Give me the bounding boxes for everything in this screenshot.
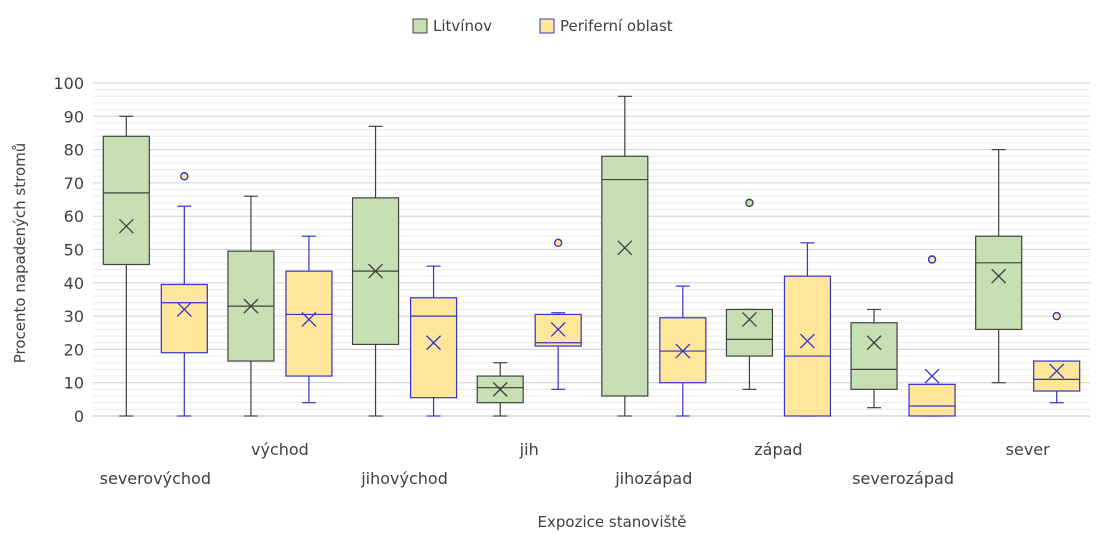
mean-marker <box>492 381 508 397</box>
box-litvinov <box>850 308 898 409</box>
y-tick-label: 10 <box>64 374 84 393</box>
box-body <box>908 383 956 417</box>
box-periferni-oblast <box>285 235 333 404</box>
x-category-label: severovýchod <box>100 469 211 488</box>
outlier-point <box>553 238 563 248</box>
box-body <box>850 322 898 390</box>
box-body <box>783 275 832 417</box>
box-periferni-oblast <box>534 238 582 390</box>
mean-marker <box>368 263 384 279</box>
y-tick-label: 20 <box>64 340 84 359</box>
mean-marker <box>866 335 882 351</box>
y-tick-label: 90 <box>64 107 84 126</box>
box-body <box>534 313 582 347</box>
y-tick-label: 40 <box>64 274 84 293</box>
mean-marker <box>426 335 442 351</box>
x-category-label: severozápad <box>852 469 954 488</box>
box-periferni-oblast <box>160 172 208 417</box>
x-category-label: sever <box>1006 440 1050 459</box>
x-axis-categories: severovýchod východ jihovýchod jih jihozápad… <box>100 440 1050 488</box>
box-periferni-oblast <box>783 242 832 417</box>
outlier-point <box>927 255 937 264</box>
x-category-label: jihozápad <box>614 469 692 488</box>
mean-marker <box>741 311 757 327</box>
y-tick-label: 70 <box>64 174 84 193</box>
mean-marker <box>799 333 815 349</box>
box-periferni-oblast <box>409 265 458 417</box>
y-tick-label: 80 <box>64 141 84 160</box>
box-periferni-oblast <box>1033 311 1081 404</box>
box-body <box>975 235 1023 331</box>
y-axis-title: Procento napadených stromů <box>11 143 29 364</box>
legend-swatch-periferni-oblast <box>539 18 555 34</box>
y-tick-label: 50 <box>64 241 84 260</box>
box-litvinov <box>975 149 1023 384</box>
y-tick-label: 100 <box>53 74 84 93</box>
x-category-label: východ <box>251 440 309 459</box>
box-body <box>601 155 649 397</box>
mean-marker <box>924 368 940 384</box>
x-category-label: jih <box>519 440 539 459</box>
y-tick-label: 30 <box>64 307 84 326</box>
legend-label-litvinov: Litvínov <box>433 17 492 35</box>
box-litvinov <box>102 115 150 417</box>
box-body <box>160 283 208 354</box>
legend-swatch-litvinov <box>412 18 428 34</box>
box-litvinov <box>476 362 524 417</box>
mean-marker <box>118 218 134 234</box>
outlier-point <box>1052 311 1061 321</box>
gridlines <box>93 82 1090 417</box>
y-tick-label: 60 <box>64 207 84 226</box>
mean-marker <box>243 298 259 314</box>
box-litvinov <box>601 95 649 417</box>
plot-area <box>102 95 1081 417</box>
mean-marker <box>617 240 633 256</box>
mean-marker <box>675 343 691 359</box>
outlier-point <box>180 172 189 181</box>
mean-marker <box>301 311 317 327</box>
box-body <box>725 308 774 357</box>
y-tick-label: 0 <box>74 407 84 426</box>
box-litvinov <box>725 198 774 390</box>
outlier-point <box>745 198 754 208</box>
legend: Litvínov Periferní oblast <box>412 17 673 35</box>
mean-marker <box>176 301 192 317</box>
mean-marker <box>1049 363 1065 379</box>
box-periferni-oblast <box>659 285 707 417</box>
y-axis-ticks: 0 10 20 30 40 50 60 70 80 90 100 <box>53 74 84 426</box>
box-body <box>285 270 333 377</box>
box-periferni-oblast <box>908 255 956 417</box>
mean-marker <box>991 268 1007 284</box>
box-litvinov <box>227 195 275 417</box>
box-litvinov <box>351 125 400 417</box>
box-body <box>1033 360 1081 392</box>
box-body <box>409 297 458 399</box>
mean-marker <box>550 321 566 337</box>
x-category-label: západ <box>754 440 802 459</box>
x-category-label: jihovýchod <box>360 469 448 488</box>
box-body <box>102 135 150 266</box>
legend-label-periferni-oblast: Periferní oblast <box>560 17 673 35</box>
x-axis-title: Expozice stanoviště <box>538 513 687 531</box>
